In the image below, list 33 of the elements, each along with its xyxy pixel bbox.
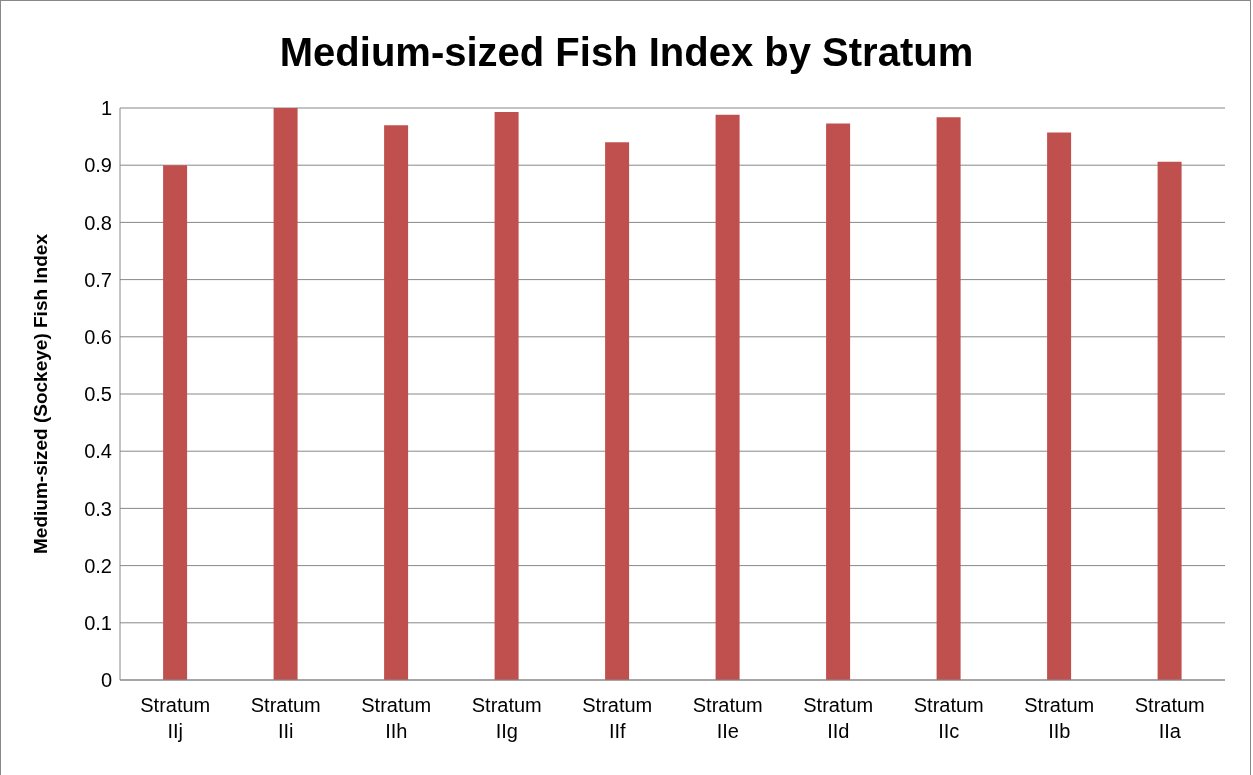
- x-tick-label: Stratum IIb: [1024, 694, 1095, 742]
- bar: [936, 117, 961, 680]
- x-tick-label: Stratum IIj: [140, 694, 211, 742]
- y-tick-label: 0.2: [84, 554, 112, 577]
- y-tick-label: 0.1: [84, 611, 112, 634]
- bar: [1047, 132, 1072, 680]
- x-tick-label: Stratum IIf: [582, 694, 653, 742]
- x-tick-label: Stratum IId: [803, 694, 874, 742]
- bar: [163, 165, 188, 680]
- x-tick-label: Stratum IIe: [692, 694, 763, 742]
- chart-title: Medium-sized Fish Index by Stratum: [278, 30, 975, 75]
- bar: [273, 108, 298, 680]
- bar: [605, 142, 630, 680]
- y-axis-title: Medium-sized (Sockeye) Fish Index: [29, 233, 51, 554]
- y-tick-label: 0.3: [84, 497, 112, 520]
- y-tick-label: 0.7: [84, 268, 112, 291]
- y-tick-label: 0.6: [84, 325, 112, 348]
- x-tick-label: Stratum IIg: [471, 694, 542, 742]
- bar: [715, 114, 740, 680]
- y-tick-label: 0.4: [84, 440, 112, 463]
- y-tick-label: 0.9: [84, 154, 112, 177]
- x-tick-label: Stratum IIc: [913, 694, 984, 742]
- y-tick-label: 0.8: [84, 211, 112, 234]
- y-tick-label: 1: [100, 97, 112, 120]
- bar: [1157, 161, 1182, 680]
- bar: [826, 123, 851, 680]
- x-tick-label: Stratum IIi: [250, 694, 321, 742]
- bar: [384, 125, 409, 680]
- bar: [494, 112, 519, 680]
- y-tick-label: 0.5: [84, 383, 112, 406]
- y-tick-label: 0: [100, 669, 112, 692]
- x-tick-label: Stratum IIa: [1134, 694, 1205, 742]
- x-tick-label: Stratum IIh: [361, 694, 432, 742]
